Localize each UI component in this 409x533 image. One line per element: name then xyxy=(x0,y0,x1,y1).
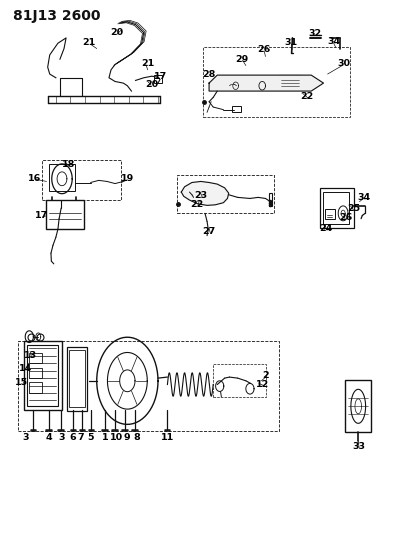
Text: 26: 26 xyxy=(339,213,352,222)
Bar xyxy=(319,188,353,228)
Bar xyxy=(29,382,41,393)
Text: 33: 33 xyxy=(352,442,365,451)
Bar xyxy=(202,47,349,117)
Bar xyxy=(41,160,121,199)
Bar xyxy=(278,75,300,90)
Text: 10: 10 xyxy=(110,433,123,442)
Text: 18: 18 xyxy=(61,160,74,169)
Bar xyxy=(153,75,162,83)
Bar xyxy=(29,353,41,364)
Text: 21: 21 xyxy=(141,59,154,68)
Text: 17: 17 xyxy=(153,71,166,80)
Text: 13: 13 xyxy=(23,351,36,360)
Bar xyxy=(69,350,85,407)
Text: 27: 27 xyxy=(202,228,215,237)
Text: 26: 26 xyxy=(257,45,270,54)
Text: 32: 32 xyxy=(308,29,321,38)
Bar xyxy=(213,364,265,397)
Text: 3: 3 xyxy=(22,433,28,442)
Text: 16: 16 xyxy=(27,174,41,183)
Text: 11: 11 xyxy=(160,433,173,442)
Text: 24: 24 xyxy=(318,224,331,233)
Bar xyxy=(177,175,274,213)
Text: 22: 22 xyxy=(190,200,203,209)
Bar xyxy=(324,209,334,219)
Text: 6: 6 xyxy=(69,433,75,442)
Text: 15: 15 xyxy=(16,378,29,387)
Polygon shape xyxy=(209,75,323,91)
Polygon shape xyxy=(181,181,228,205)
Bar xyxy=(67,348,87,411)
Text: 17: 17 xyxy=(35,211,48,220)
Text: 1: 1 xyxy=(101,433,108,442)
Bar xyxy=(45,200,84,229)
Bar xyxy=(29,368,41,378)
Text: 31: 31 xyxy=(283,38,297,47)
Bar xyxy=(24,341,62,410)
Text: 2: 2 xyxy=(261,371,268,380)
Text: 20: 20 xyxy=(145,79,158,88)
Text: 25: 25 xyxy=(347,204,360,213)
Text: 22: 22 xyxy=(300,92,313,101)
Bar xyxy=(227,78,243,90)
Bar xyxy=(231,106,240,112)
Text: 21: 21 xyxy=(82,38,95,47)
Text: 4: 4 xyxy=(45,433,52,442)
Bar xyxy=(27,345,58,406)
Text: 30: 30 xyxy=(337,59,350,68)
Bar xyxy=(268,192,272,206)
Text: 14: 14 xyxy=(19,364,33,373)
Bar xyxy=(18,341,278,431)
Bar xyxy=(322,192,348,224)
Text: 23: 23 xyxy=(194,191,207,200)
Text: 34: 34 xyxy=(357,193,370,202)
Text: 7: 7 xyxy=(77,433,84,442)
Text: 9: 9 xyxy=(123,433,130,442)
Text: 29: 29 xyxy=(235,55,248,63)
Text: 8: 8 xyxy=(133,433,139,442)
Text: 5: 5 xyxy=(87,433,94,442)
Bar xyxy=(344,380,371,432)
Text: 12: 12 xyxy=(256,380,269,389)
Text: 19: 19 xyxy=(120,174,134,183)
Text: 3: 3 xyxy=(58,433,64,442)
Text: 20: 20 xyxy=(110,28,124,37)
Text: 81J13 2600: 81J13 2600 xyxy=(13,9,100,23)
Text: 34: 34 xyxy=(326,37,339,46)
Text: 28: 28 xyxy=(202,70,215,78)
Bar xyxy=(49,165,75,191)
